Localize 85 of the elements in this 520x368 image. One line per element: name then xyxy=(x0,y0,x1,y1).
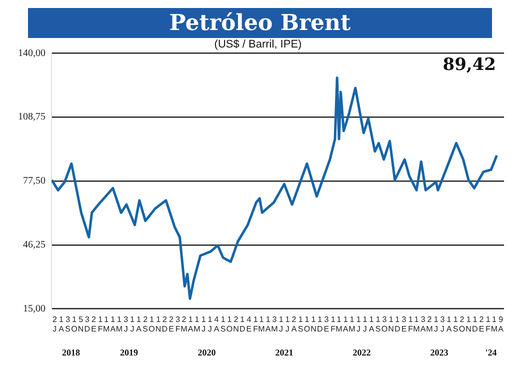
chart-subtitle: (US$ / Barril, IPE) xyxy=(214,38,302,51)
x-tick-label: 1 F xyxy=(408,314,414,334)
x-tick-label: 1 S xyxy=(375,314,381,334)
x-tick-label: 1 D xyxy=(240,314,246,334)
x-tick-label: 1 M xyxy=(116,314,123,334)
x-tick-label: 3 A xyxy=(420,314,426,334)
x-tick-label: 9 A xyxy=(498,314,504,334)
x-tick-label: 1 D xyxy=(394,314,401,334)
x-tick-label: 1 J xyxy=(130,314,135,334)
x-tick-label: 1 M xyxy=(194,314,201,334)
x-tick-label: 1 A xyxy=(136,314,142,334)
x-tick-label: 1 M xyxy=(336,314,343,334)
x-tick-label: 1 F xyxy=(98,314,104,334)
x-tick-label: 1 A xyxy=(368,314,375,334)
x-tick-label: 1 A xyxy=(342,314,349,334)
x-tick-label: 3 E xyxy=(401,314,407,334)
x-tick-label: 1 J xyxy=(285,314,290,334)
x-tick-label: 3 J xyxy=(124,314,129,334)
x-tick-label: 1 D xyxy=(317,314,324,334)
x2-tick-label: '24 xyxy=(485,348,498,358)
x-tick-label: 1 M xyxy=(490,314,498,334)
x-tick-label: 1 M xyxy=(413,314,420,334)
y-tick-label: 15,00 xyxy=(23,303,46,314)
y-tick-label: 108,75 xyxy=(18,112,46,123)
x2-tick-label: 2022 xyxy=(352,348,372,358)
x-tick-label: 2 M xyxy=(180,314,188,334)
x-tick-label: 1 A xyxy=(265,314,272,334)
x-tick-label: 1 A xyxy=(446,314,452,334)
x-tick-label: 3 O xyxy=(381,314,388,334)
x-tick-label: 1 J xyxy=(201,314,206,334)
x-tick-label: 1 A xyxy=(58,314,65,334)
x-tick-label: 2 M xyxy=(426,314,434,334)
x-tick-label: 3 S xyxy=(65,314,71,334)
x-tick-label: 1 O xyxy=(304,314,310,334)
x-tick-label: 2 S xyxy=(142,314,148,334)
x-tick-label: 1 N xyxy=(310,314,317,334)
x-tick-label: 1 M xyxy=(102,314,110,334)
x-tick-label: 1 J xyxy=(208,314,213,334)
x2-tick-label: 2023 xyxy=(430,348,449,358)
x-tick-label: 1 M xyxy=(348,314,356,334)
x-tick-label: 3 D xyxy=(84,314,90,334)
x2-tick-label: 2020 xyxy=(198,348,216,358)
x-tick-label: 1 A xyxy=(188,314,194,334)
x-tick-label: 1 N xyxy=(388,314,394,334)
x-tick-label: 4 A xyxy=(214,314,220,334)
x-tick-label: 2 J xyxy=(52,314,58,334)
x2-tick-label: 2019 xyxy=(120,348,139,358)
x-tick-label: 1 A xyxy=(110,314,116,334)
x-tick-label: 2 E xyxy=(91,314,97,334)
x2-tick-label: 2018 xyxy=(62,348,81,358)
x-tick-label: 1 M xyxy=(258,314,266,334)
x-tick-label: 1 S xyxy=(298,314,304,334)
x-tick-label: 4 E xyxy=(246,314,252,334)
x-tick-label: 2 E xyxy=(478,314,484,334)
x-tick-label: 3 E xyxy=(324,314,330,334)
x-tick-label: 1 J xyxy=(362,314,368,334)
x-tick-label: 1 N xyxy=(466,314,472,334)
x-tick-label: 1 D xyxy=(472,314,478,334)
y-tick-label: 77,50 xyxy=(23,176,46,187)
x-tick-label: 1 O xyxy=(226,314,233,334)
x-tick-label: 1 S xyxy=(452,314,458,334)
x2-tick-label: 2021 xyxy=(275,348,294,358)
x-tick-label: 1 O xyxy=(71,314,78,334)
x-tick-label: 2 O xyxy=(458,314,466,334)
x-tick-label: 1 F xyxy=(486,314,491,334)
x-tick-label: 1 J xyxy=(278,314,284,334)
chart-title: Petróleo Brent xyxy=(28,8,492,38)
x-tick-label: 1 O xyxy=(148,314,155,334)
x-tick-label: 1 S xyxy=(220,314,226,334)
x-tick-label: 1 F xyxy=(330,314,336,334)
x-tick-label: 3 J xyxy=(440,314,446,334)
x-tick-label: 3 F xyxy=(175,314,181,334)
x-tick-label: 1 J xyxy=(356,314,362,334)
x-tick-label: 3 M xyxy=(271,314,278,334)
x-tick-label: 1 F xyxy=(253,314,258,334)
x-tick-label: 2 D xyxy=(162,314,168,334)
x-tick-label: 2 A xyxy=(291,314,298,334)
x-tick-label: 2 N xyxy=(233,314,240,334)
annotation: 89,42 xyxy=(442,55,496,76)
x-tick-label: 5 N xyxy=(78,314,84,334)
x-tick-label: 1 N xyxy=(155,314,162,334)
x-tick-label: 2 E xyxy=(168,314,174,334)
y-tick-label: 140,00 xyxy=(18,48,46,59)
x-tick-label: 1 J xyxy=(434,314,439,334)
y-tick-label: 46,25 xyxy=(23,240,46,251)
